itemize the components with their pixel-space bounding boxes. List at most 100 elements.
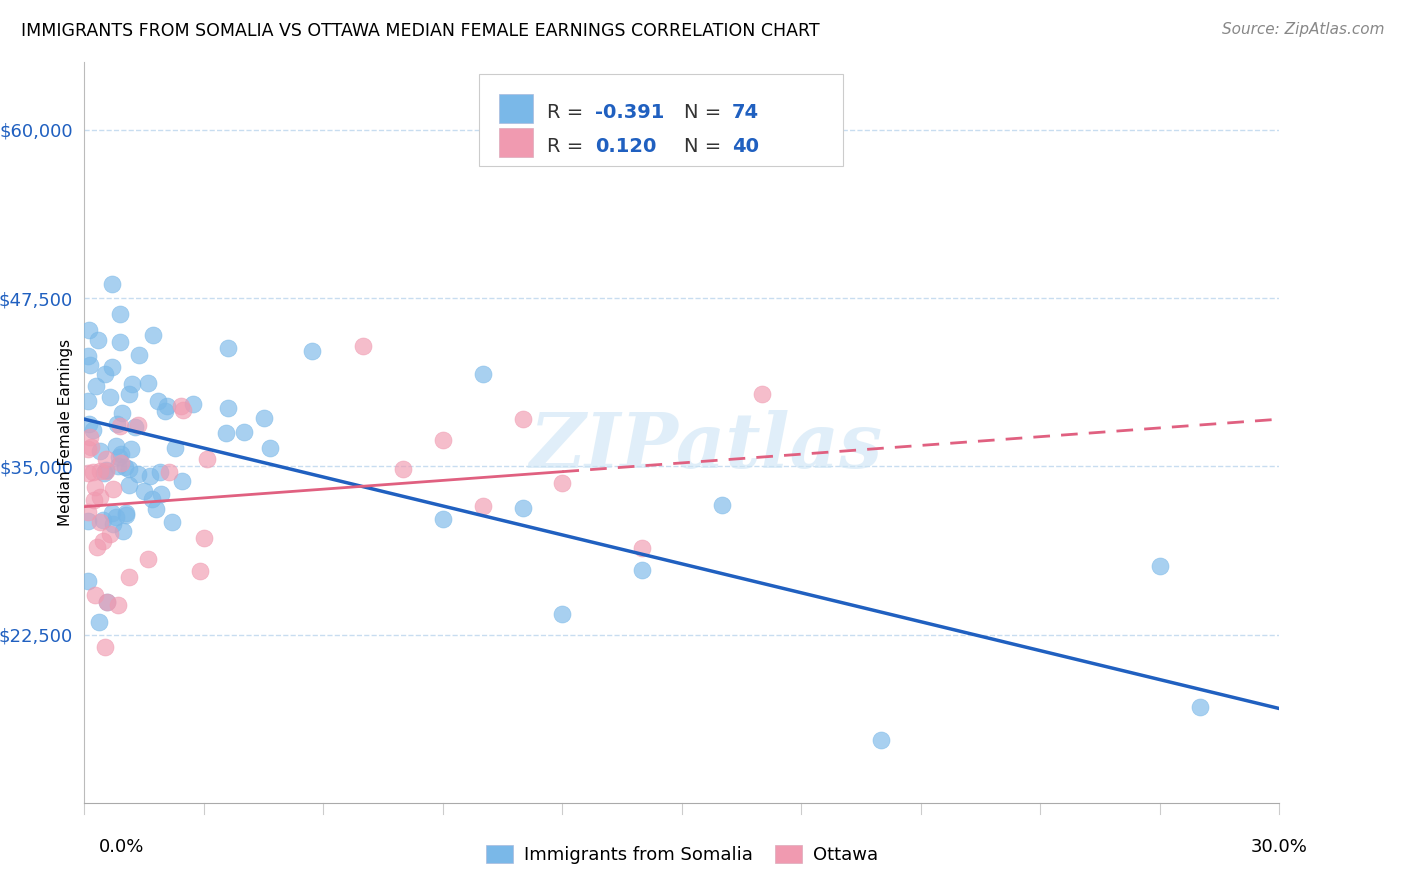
- FancyBboxPatch shape: [479, 73, 844, 166]
- Point: [160, 516, 183, 530]
- Point: [233, 425, 256, 439]
- Point: [93, 467, 115, 481]
- Point: [142, 328, 165, 343]
- Point: [87, 615, 110, 629]
- Text: R =: R =: [547, 136, 596, 155]
- Point: [141, 492, 163, 507]
- Point: [77, 574, 100, 588]
- Point: [84, 379, 107, 393]
- Point: [217, 401, 239, 415]
- Text: 0.0%: 0.0%: [98, 838, 143, 856]
- Point: [252, 410, 274, 425]
- Point: [77, 394, 100, 409]
- Point: [110, 456, 132, 470]
- Point: [77, 322, 100, 336]
- Point: [77, 514, 100, 528]
- Point: [77, 349, 100, 363]
- Point: [512, 500, 534, 515]
- Point: [432, 512, 454, 526]
- Text: N =: N =: [685, 136, 728, 155]
- Text: IMMIGRANTS FROM SOMALIA VS OTTAWA MEDIAN FEMALE EARNINGS CORRELATION CHART: IMMIGRANTS FROM SOMALIA VS OTTAWA MEDIAN…: [21, 22, 820, 40]
- Point: [87, 333, 110, 347]
- Point: [117, 477, 139, 491]
- Point: [148, 394, 170, 409]
- Text: ZIPatlas: ZIPatlas: [529, 410, 883, 484]
- Point: [79, 440, 101, 454]
- Point: [110, 307, 132, 321]
- Point: [121, 376, 143, 391]
- Y-axis label: Median Female Earnings: Median Female Earnings: [58, 339, 73, 526]
- Point: [157, 465, 180, 479]
- Point: [107, 598, 129, 612]
- Point: [215, 425, 238, 440]
- Point: [91, 513, 114, 527]
- Point: [111, 406, 134, 420]
- Point: [512, 411, 534, 425]
- Point: [124, 420, 146, 434]
- Point: [471, 368, 494, 382]
- Point: [94, 640, 117, 654]
- Point: [163, 442, 186, 456]
- Point: [710, 498, 733, 512]
- Point: [105, 510, 128, 524]
- Text: R =: R =: [547, 103, 589, 121]
- Point: [551, 607, 574, 621]
- Point: [101, 506, 124, 520]
- Point: [551, 475, 574, 490]
- Point: [114, 508, 136, 522]
- Point: [120, 442, 142, 457]
- Point: [82, 466, 104, 480]
- Text: N =: N =: [685, 103, 728, 121]
- Text: 40: 40: [733, 136, 759, 155]
- Point: [156, 399, 179, 413]
- Point: [432, 433, 454, 447]
- Point: [89, 491, 111, 505]
- Point: [82, 423, 104, 437]
- Point: [149, 465, 172, 479]
- Point: [105, 440, 128, 454]
- Text: -0.391: -0.391: [595, 103, 664, 121]
- Point: [259, 441, 281, 455]
- Point: [115, 506, 138, 520]
- Point: [1149, 559, 1171, 574]
- Point: [138, 376, 160, 391]
- Point: [96, 463, 118, 477]
- Text: 74: 74: [733, 103, 759, 121]
- Point: [77, 417, 100, 431]
- Point: [79, 358, 101, 372]
- Point: [134, 484, 156, 499]
- Point: [110, 335, 132, 350]
- Point: [631, 563, 654, 577]
- Point: [392, 462, 415, 476]
- Point: [751, 386, 773, 401]
- Point: [110, 447, 132, 461]
- Point: [188, 564, 211, 578]
- Point: [100, 359, 122, 374]
- Point: [101, 277, 124, 291]
- Point: [108, 450, 131, 464]
- Point: [89, 464, 111, 478]
- Point: [136, 552, 159, 566]
- Point: [114, 459, 136, 474]
- Point: [89, 443, 111, 458]
- Point: [301, 343, 323, 358]
- Point: [77, 442, 100, 456]
- Point: [96, 595, 118, 609]
- Point: [127, 417, 149, 432]
- Point: [101, 516, 124, 531]
- Bar: [499, 95, 533, 123]
- Point: [108, 419, 131, 434]
- Point: [93, 367, 115, 381]
- Point: [101, 482, 124, 496]
- Point: [195, 452, 218, 467]
- Point: [98, 527, 121, 541]
- Point: [181, 397, 204, 411]
- Point: [105, 417, 128, 432]
- Point: [172, 403, 194, 417]
- Bar: [499, 128, 533, 157]
- Point: [117, 462, 139, 476]
- Point: [631, 541, 654, 556]
- Legend: Immigrants from Somalia, Ottawa: Immigrants from Somalia, Ottawa: [486, 845, 877, 864]
- Point: [79, 430, 101, 444]
- Point: [91, 533, 114, 548]
